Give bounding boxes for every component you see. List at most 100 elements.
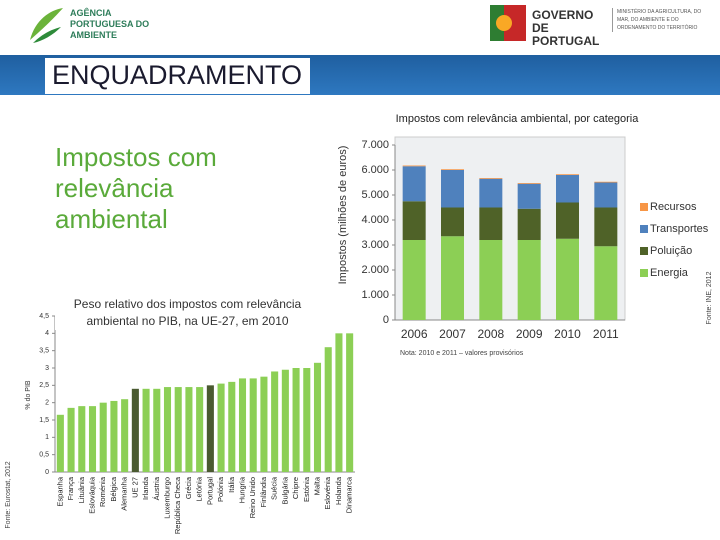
x-tick-label: 2006 — [401, 327, 428, 341]
legend-label: Poluição — [650, 245, 692, 257]
y-tick-label: 0,5 — [39, 452, 49, 459]
x-tick-label: Malta — [312, 476, 321, 495]
y-tick-label: 1 — [45, 434, 49, 441]
x-tick-label: Finlândia — [259, 476, 268, 507]
bar-segment — [479, 178, 503, 179]
x-tick-label: Bulgária — [280, 476, 289, 504]
legend-label: Transportes — [650, 223, 709, 235]
y-tick-label: 6.000 — [361, 164, 389, 176]
bar — [260, 376, 268, 472]
x-tick-label: Estónia — [302, 476, 311, 502]
bar — [110, 400, 118, 472]
bar — [335, 333, 343, 472]
x-tick-label: Lituânia — [77, 476, 86, 503]
bar — [249, 378, 257, 472]
bar-segment — [517, 208, 541, 240]
x-tick-label: 2008 — [477, 327, 504, 341]
agency-name: AGÊNCIA PORTUGUESA DO AMBIENTE — [70, 8, 150, 40]
bar — [67, 407, 75, 472]
slide-subtitle: Peso relativo dos impostos com relevânci… — [55, 296, 320, 330]
bar — [196, 387, 204, 472]
bar — [174, 387, 182, 472]
y-tick-label: 3 — [45, 365, 49, 372]
legend-swatch — [640, 203, 648, 211]
x-tick-label: Letónia — [195, 476, 204, 501]
bar-segment — [517, 240, 541, 320]
bar — [185, 387, 193, 472]
bar-segment — [556, 238, 579, 320]
y-tick-label: 3,5 — [39, 348, 49, 355]
ministry-name: MINISTÉRIO DA AGRICULTURA, DO MAR, DO AM… — [612, 8, 707, 32]
x-tick-label: Bélgica — [109, 476, 118, 501]
bar — [206, 385, 214, 472]
x-tick-label: Suécia — [270, 476, 279, 500]
bar — [78, 406, 86, 472]
bar-segment — [479, 207, 503, 240]
y-axis-label: % do PIB — [25, 380, 32, 410]
bar-segment — [517, 183, 541, 209]
bar — [153, 388, 161, 472]
y-tick-label: 4,5 — [39, 313, 49, 320]
bar — [163, 387, 172, 472]
legend-swatch — [640, 247, 648, 255]
y-tick-label: 2.000 — [361, 264, 389, 276]
legend-swatch — [640, 269, 648, 277]
plot-area — [394, 136, 626, 321]
chart-title: Impostos com relevância ambiental, por c… — [396, 113, 640, 125]
bar-segment — [441, 207, 464, 237]
banner-box — [45, 58, 310, 94]
bar — [313, 362, 322, 472]
legend-label: Recursos — [650, 201, 697, 213]
bar-segment — [441, 170, 464, 208]
y-tick-label: 0 — [383, 314, 389, 326]
x-tick-label: França — [66, 476, 75, 500]
x-tick-label: Eslováquia — [87, 476, 96, 514]
bar — [131, 388, 139, 472]
x-tick-label: Hungria — [237, 476, 246, 503]
x-tick-label: Eslovénia — [323, 476, 332, 509]
slide-title: Impostos com relevância ambiental — [55, 142, 217, 234]
government-logo — [490, 5, 526, 41]
x-tick-label: 2011 — [593, 327, 619, 341]
source: Fonte: INE, 2012 — [706, 271, 713, 324]
y-tick-label: 7.000 — [361, 139, 389, 151]
bar-segment — [402, 201, 426, 240]
x-tick-label: Dinamarca — [345, 476, 354, 513]
y-tick-label: 1,5 — [39, 417, 49, 424]
legend-swatch — [640, 225, 648, 233]
x-tick-label: Chipre — [291, 477, 300, 499]
bar — [324, 347, 332, 472]
x-tick-label: Portugal — [205, 477, 214, 505]
x-tick-label: Luxemburgo — [162, 477, 171, 519]
bar — [99, 402, 107, 472]
x-tick-label: Grécia — [184, 476, 193, 499]
bar — [142, 388, 150, 472]
bar — [217, 383, 225, 472]
bar — [346, 333, 354, 472]
bar — [56, 414, 64, 472]
bar — [271, 371, 279, 472]
y-tick-label: 4 — [45, 330, 49, 337]
x-tick-label: Áustria — [152, 476, 161, 500]
source: Fonte: Eurostat, 2012 — [5, 461, 12, 528]
bar — [281, 369, 289, 472]
x-tick-label: Itália — [227, 476, 236, 493]
bar-segment — [517, 183, 541, 184]
y-tick-label: 4.000 — [361, 214, 389, 226]
bar — [292, 368, 300, 472]
x-tick-label: 2009 — [516, 327, 543, 341]
bar-segment — [441, 169, 464, 170]
bar-segment — [594, 207, 618, 247]
y-tick-label: 2 — [45, 400, 49, 407]
x-tick-label: Reino Unido — [248, 477, 257, 518]
bar-segment — [402, 165, 426, 167]
x-tick-label: Polónia — [216, 476, 225, 502]
legend-label: Energia — [650, 267, 689, 279]
y-tick-label: 5.000 — [361, 189, 389, 201]
bar — [238, 378, 247, 472]
x-tick-label: Holanda — [334, 476, 343, 505]
government-name: GOVERNO DE PORTUGAL — [532, 8, 600, 48]
x-tick-label: Roménia — [98, 476, 107, 507]
